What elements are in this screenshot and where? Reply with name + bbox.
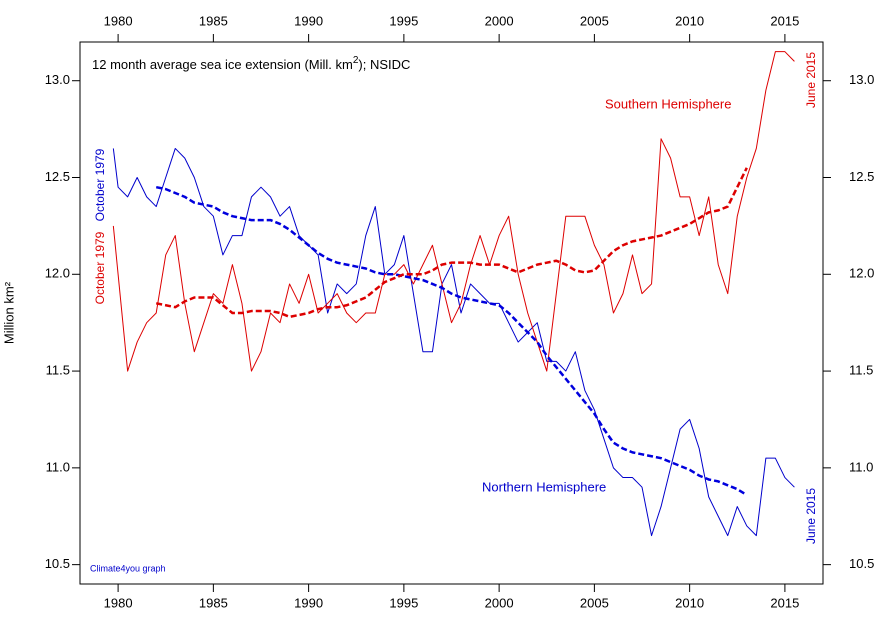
- y2-tick-label: 10.5: [849, 556, 874, 571]
- x-tick-label: 2000: [485, 595, 514, 610]
- x-tick-label-top: 2000: [485, 13, 514, 28]
- x-tick-label-top: 1995: [389, 13, 418, 28]
- trend-line: [155, 167, 748, 319]
- y2-tick-label: 11.5: [849, 363, 873, 378]
- y2-tick-label: 12.0: [849, 266, 874, 281]
- title-part: ); NSIDC: [358, 57, 410, 72]
- trend-line: [155, 185, 748, 497]
- annotation: October 1979: [93, 148, 107, 221]
- title-part: 12 month average sea ice extension (Mill…: [92, 57, 353, 72]
- y-tick-label: 12.0: [45, 266, 70, 281]
- x-tick-label-top: 1985: [199, 13, 228, 28]
- x-tick-label: 1995: [389, 595, 418, 610]
- x-tick-label-top: 2015: [770, 13, 799, 28]
- y-tick-label: 13.0: [45, 72, 70, 87]
- x-tick-label-top: 2010: [675, 13, 704, 28]
- x-tick-label-top: 2005: [580, 13, 609, 28]
- chart-title: 12 month average sea ice extension (Mill…: [92, 55, 410, 73]
- y-tick-label: 11.5: [46, 363, 70, 378]
- annotation: June 2015: [804, 52, 818, 108]
- plot-frame: [79, 41, 824, 585]
- data-line: [112, 147, 795, 537]
- y-tick-label: 11.0: [46, 459, 70, 474]
- x-tick-label: 1980: [104, 595, 133, 610]
- annotation: June 2015: [804, 488, 818, 544]
- y2-tick-label: 13.0: [849, 72, 874, 87]
- title-superscript: 2: [353, 55, 359, 66]
- annotation: Northern Hemisphere: [482, 479, 606, 494]
- x-tick-label: 2010: [675, 595, 704, 610]
- x-tick-label-top: 1990: [294, 13, 323, 28]
- x-tick-label: 1985: [199, 595, 228, 610]
- x-tick-label: 1990: [294, 595, 323, 610]
- x-tick-label: 2005: [580, 595, 609, 610]
- y2-tick-label: 11.0: [849, 459, 873, 474]
- data-line: [112, 51, 795, 372]
- annotation: Southern Hemisphere: [605, 96, 731, 111]
- y-axis-label: Million km²: [1, 281, 16, 344]
- x-tick-label-top: 1980: [104, 13, 133, 28]
- annotation: October 1979: [93, 231, 107, 304]
- credit: Climate4you graph: [90, 563, 166, 573]
- y2-tick-label: 12.5: [849, 169, 874, 184]
- y-tick-label: 12.5: [45, 169, 70, 184]
- x-tick-label: 2015: [770, 595, 799, 610]
- y-tick-label: 10.5: [45, 556, 70, 571]
